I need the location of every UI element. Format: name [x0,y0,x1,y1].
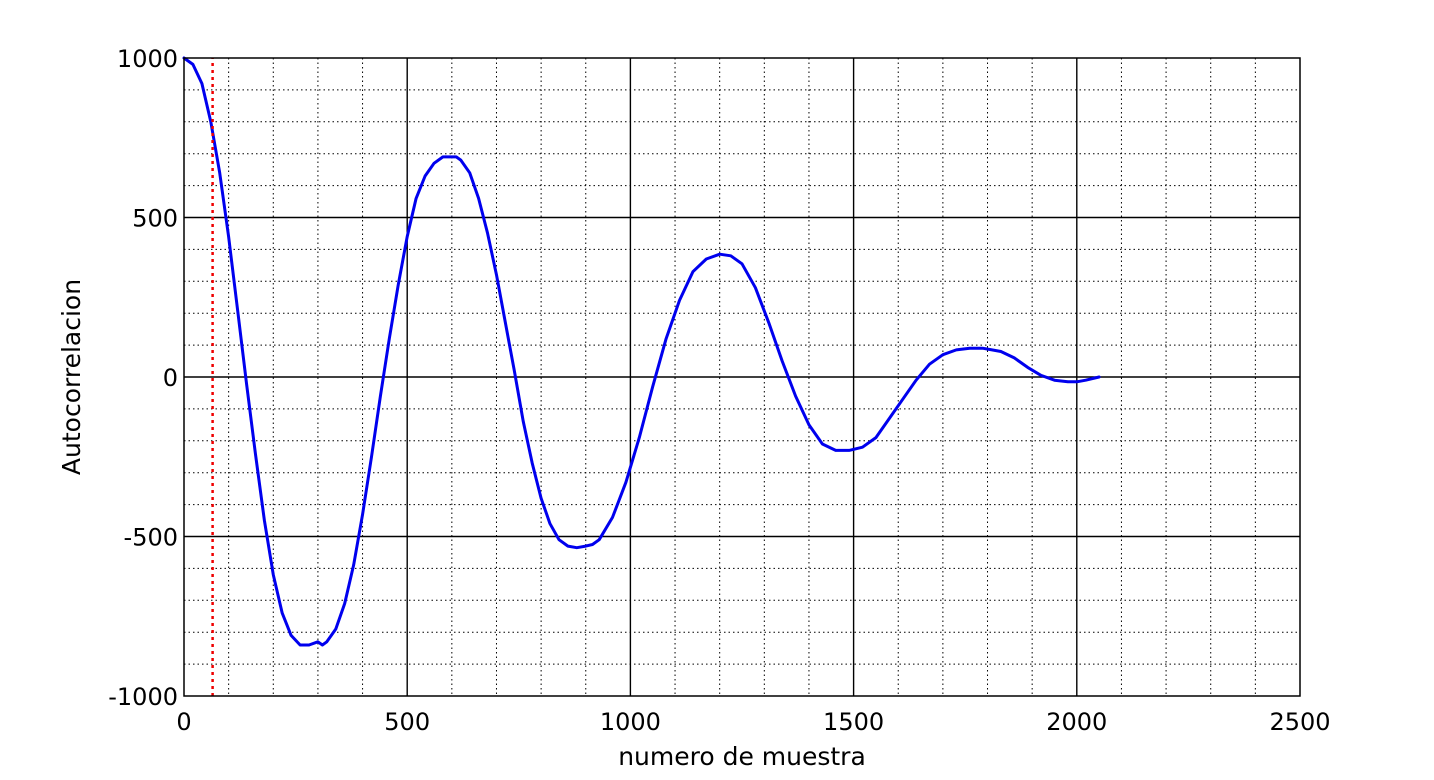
y-tick-labels: -1000 -500 0 500 1000 [108,45,178,711]
plot-frame [183,57,1301,697]
major-grid [184,58,1300,696]
series-layer [182,56,1101,696]
x-tick-label: 2000 [1046,708,1107,736]
y-axis-label: Autocorrelacion [57,279,86,475]
y-tick-label: -1000 [108,683,178,711]
x-tick-labels: 0 500 1000 1500 2000 2500 [176,708,1330,736]
x-tick-label: 500 [384,708,430,736]
x-tick-label: 1000 [600,708,661,736]
series-line-0 [182,56,1101,647]
x-tick-label: 2500 [1269,708,1330,736]
y-tick-label: 500 [132,205,178,233]
x-tick-label: 1500 [823,708,884,736]
x-tick-label: 0 [176,708,191,736]
x-axis-label: numero de muestra [618,742,866,771]
y-tick-label: 1000 [117,45,178,73]
y-tick-label: 0 [163,364,178,392]
y-tick-label: -500 [124,524,178,552]
